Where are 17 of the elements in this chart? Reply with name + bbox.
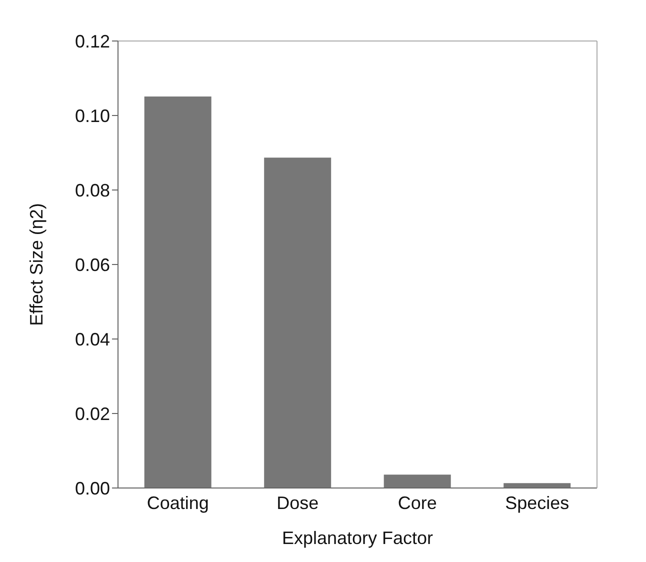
x-axis-title: Explanatory Factor [282,528,434,548]
y-tick-label: 0.10 [74,106,110,126]
y-axis-title: Effect Size (η2) [26,203,46,326]
y-tick-label: 0.12 [74,31,110,52]
y-tick-label: 0.00 [74,478,110,498]
y-tick-label: 0.02 [74,404,110,424]
bar [384,474,451,488]
bar [144,96,212,488]
x-tick-label: Dose [276,492,319,513]
x-tick-label: Coating [146,492,209,513]
bar [264,158,332,488]
y-tick-label: 0.08 [74,180,110,200]
bar [504,483,571,488]
y-tick-label: 0.06 [74,254,110,275]
y-tick-label: 0.04 [74,329,110,350]
x-tick-label: Core [398,492,437,513]
x-tick-label: Species [505,492,570,513]
